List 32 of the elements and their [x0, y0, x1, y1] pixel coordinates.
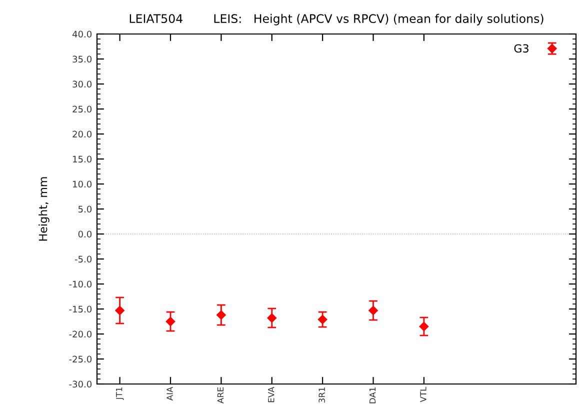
y-tick-label: 30.0 — [72, 80, 92, 88]
x-tick-label: VTL — [420, 386, 426, 402]
y-tick-label: -15.0 — [69, 306, 92, 313]
x-tick-label: AIA — [166, 386, 173, 401]
y-tick-label: -10.0 — [69, 280, 92, 288]
y-axis-title: Height, mm — [38, 177, 50, 241]
y-tick-label: 0.0 — [78, 230, 92, 238]
point — [419, 322, 429, 332]
point — [216, 310, 226, 320]
y-tick-label: -5.0 — [74, 256, 92, 263]
point — [166, 316, 176, 326]
legend-label: G3 — [514, 44, 528, 53]
chart-title: LEIAT504 LEIS: Height (APCV vs RPCV) (mean for daily solutions) — [130, 14, 544, 26]
y-tick-label: 40.0 — [72, 30, 92, 38]
y-tick-label: -30.0 — [69, 380, 92, 388]
y-tick-label: 35.0 — [72, 56, 92, 63]
point — [368, 306, 378, 316]
point — [115, 306, 124, 316]
point — [267, 313, 276, 323]
point — [318, 314, 328, 324]
x-tick-label: JT1 — [116, 388, 124, 400]
x-tick-label: EVA — [268, 386, 274, 402]
x-tick-label: ARE — [217, 387, 224, 404]
y-tick-label: 5.0 — [78, 206, 92, 213]
y-tick-label: -20.0 — [69, 330, 92, 338]
y-tick-label: 25.0 — [72, 106, 92, 113]
y-tick-label: 10.0 — [73, 180, 92, 188]
y-tick-label: 15.0 — [73, 156, 92, 163]
x-tick-label: 3R1 — [318, 388, 325, 403]
y-tick-label: 20.0 — [72, 130, 92, 138]
x-tick-label: DA1 — [369, 388, 376, 404]
y-tick-label: -25.0 — [69, 356, 92, 363]
